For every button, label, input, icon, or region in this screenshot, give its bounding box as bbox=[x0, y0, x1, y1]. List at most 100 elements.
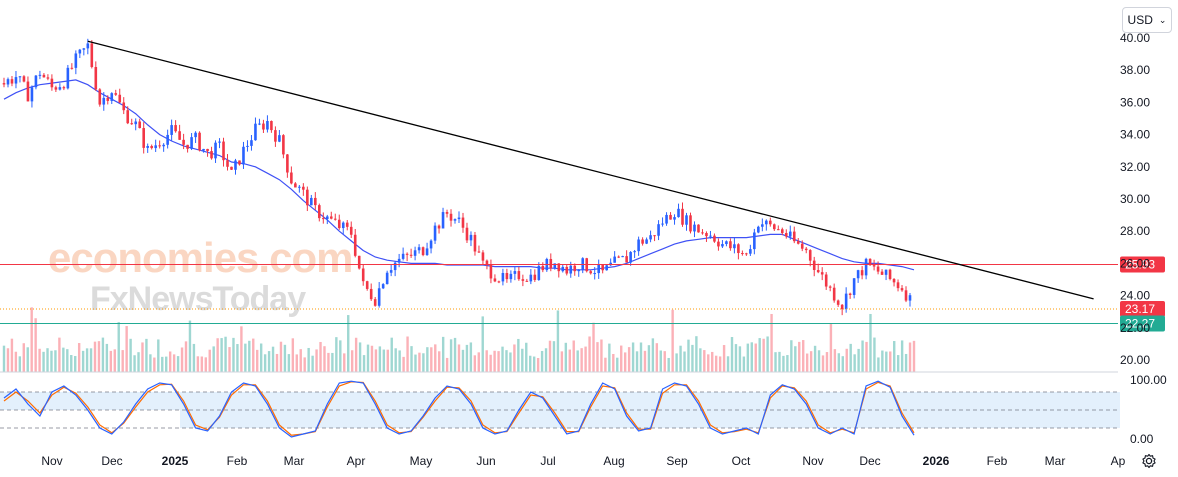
volume-bar bbox=[46, 348, 49, 372]
volume-bar bbox=[434, 344, 437, 372]
candle bbox=[349, 221, 353, 238]
candle bbox=[769, 217, 772, 227]
currency-selector-button[interactable]: USD ⌄ bbox=[1122, 7, 1172, 33]
volume-bar bbox=[414, 354, 417, 372]
candle bbox=[270, 120, 273, 133]
price-axis[interactable]: 40.00 38.00 36.00 34.00 32.00 30.00 28.00 26.00… bbox=[1120, 31, 1150, 367]
volume-bar bbox=[532, 356, 536, 372]
volume-bar bbox=[762, 338, 765, 372]
candle bbox=[804, 246, 808, 254]
volume-bar bbox=[307, 347, 310, 372]
volume-bar bbox=[453, 337, 457, 372]
volume-bar bbox=[588, 336, 591, 372]
candle bbox=[844, 287, 848, 313]
trendline[interactable] bbox=[87, 40, 1094, 300]
candle bbox=[673, 214, 676, 225]
time-tick-label: Feb bbox=[987, 454, 1008, 468]
candle bbox=[469, 231, 473, 247]
volume-bar bbox=[548, 340, 552, 372]
candle bbox=[709, 230, 712, 239]
volume-bar bbox=[129, 338, 132, 372]
candle bbox=[581, 257, 585, 274]
candle bbox=[824, 272, 828, 290]
volume-bar bbox=[473, 355, 477, 372]
volume-bar bbox=[58, 337, 61, 372]
volume-bar bbox=[216, 338, 219, 372]
volume-bar bbox=[117, 322, 120, 372]
volume-bar bbox=[81, 350, 85, 372]
candle bbox=[210, 146, 213, 160]
volume-bar bbox=[699, 348, 702, 372]
settings-button[interactable] bbox=[1139, 451, 1159, 471]
candle bbox=[118, 88, 122, 104]
volume-bar bbox=[196, 356, 200, 372]
volume-bar bbox=[54, 350, 57, 372]
volume-bar bbox=[687, 339, 690, 372]
volume-bar bbox=[778, 351, 781, 372]
candle bbox=[800, 240, 804, 252]
candle bbox=[577, 269, 581, 277]
volume-bar bbox=[643, 350, 647, 372]
volume-bar bbox=[738, 346, 742, 372]
candle bbox=[385, 270, 389, 285]
volume-bar bbox=[655, 343, 659, 372]
volume-bar bbox=[477, 352, 480, 372]
volume-bar bbox=[540, 350, 544, 372]
resistance-tag: 25.93 bbox=[1120, 256, 1165, 273]
candle bbox=[106, 95, 110, 105]
candle bbox=[888, 268, 892, 281]
candle bbox=[82, 47, 86, 56]
volume-bar bbox=[244, 343, 247, 372]
volume-bar bbox=[714, 355, 718, 372]
volume-bar bbox=[422, 353, 425, 372]
volume-bar bbox=[335, 337, 338, 372]
volume-bar bbox=[580, 348, 583, 372]
volume-bar bbox=[291, 338, 295, 372]
candle bbox=[637, 236, 640, 256]
candle bbox=[437, 224, 441, 234]
volume-bar bbox=[465, 344, 469, 372]
volume-bar bbox=[267, 351, 271, 372]
candle bbox=[114, 89, 118, 96]
candle bbox=[286, 154, 289, 178]
candle bbox=[613, 251, 616, 263]
candle bbox=[377, 282, 381, 308]
candle bbox=[134, 118, 138, 131]
volume-bar bbox=[612, 353, 615, 372]
candle bbox=[78, 48, 82, 59]
candle bbox=[258, 118, 261, 126]
candle bbox=[621, 255, 624, 258]
time-tick-label: Nov bbox=[802, 454, 823, 468]
candle bbox=[397, 253, 401, 268]
volume-bar bbox=[521, 348, 524, 372]
stochastic-pane bbox=[0, 371, 1120, 438]
volume-bar bbox=[70, 355, 73, 372]
volume-bar bbox=[390, 337, 393, 372]
candle bbox=[796, 238, 800, 245]
volume-bar bbox=[505, 350, 508, 372]
volume-bar bbox=[42, 351, 45, 372]
volume-bar bbox=[394, 348, 397, 372]
candle bbox=[689, 212, 692, 234]
trendline-line[interactable] bbox=[87, 40, 1094, 300]
time-tick-label: Oct bbox=[732, 454, 751, 468]
candle bbox=[98, 88, 102, 107]
time-tick-label: Jul bbox=[540, 454, 555, 468]
volume-bar bbox=[149, 354, 152, 372]
candle bbox=[14, 71, 18, 89]
candle bbox=[585, 257, 589, 273]
candle bbox=[238, 160, 241, 166]
watermark: economies.com FxNewsToday bbox=[48, 234, 353, 318]
candle bbox=[633, 249, 636, 259]
candle bbox=[461, 212, 465, 233]
volume-bar bbox=[825, 352, 829, 372]
volume-bar bbox=[485, 350, 488, 372]
candle bbox=[757, 225, 760, 234]
candle bbox=[341, 221, 345, 235]
candle bbox=[254, 117, 257, 141]
candle bbox=[717, 238, 720, 251]
volume-bar bbox=[386, 349, 389, 372]
time-axis[interactable]: Nov Dec 2025 Feb Mar Apr May Jun Jul Aug Sep Oct Nov… bbox=[41, 454, 1125, 468]
